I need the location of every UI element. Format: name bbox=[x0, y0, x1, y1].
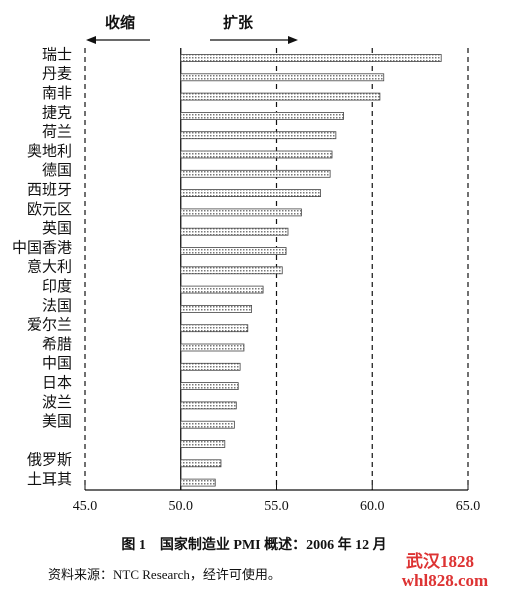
y-tick-label: 德国 bbox=[42, 161, 72, 179]
y-tick-label: 瑞士 bbox=[42, 46, 72, 63]
x-tick-label: 45.0 bbox=[73, 499, 98, 514]
caption: 图 1 国家制造业 PMI 概述：2006 年 12 月 bbox=[121, 536, 386, 553]
y-tick-label: 奥地利 bbox=[27, 143, 72, 160]
annotation: 收缩 bbox=[105, 13, 135, 31]
watermark: 武汉1828 bbox=[406, 551, 474, 571]
y-tick-label: 爱尔兰 bbox=[27, 317, 72, 334]
y-tick-label: 美国 bbox=[42, 413, 72, 430]
y-tick-label: 印度 bbox=[42, 278, 72, 295]
bar bbox=[180, 208, 302, 217]
bar bbox=[180, 247, 287, 255]
bar bbox=[180, 362, 241, 371]
bar bbox=[180, 324, 249, 333]
y-tick-label: 荷兰 bbox=[42, 124, 72, 141]
watermark: whl828.com bbox=[402, 571, 488, 590]
bar bbox=[180, 169, 331, 178]
bar bbox=[180, 343, 245, 352]
bar bbox=[180, 150, 333, 159]
bar bbox=[180, 440, 226, 448]
bar bbox=[180, 382, 239, 391]
y-tick-label: 意大利 bbox=[27, 258, 72, 276]
bar bbox=[180, 189, 321, 198]
bar bbox=[180, 227, 289, 236]
annotation: 扩张 bbox=[223, 13, 254, 31]
y-tick-label: 中国 bbox=[42, 355, 72, 372]
y-tick-label: 西班牙 bbox=[27, 182, 72, 199]
y-tick-label: 法国 bbox=[42, 297, 72, 314]
x-tick-label: 50.0 bbox=[169, 499, 194, 514]
bar bbox=[180, 54, 442, 62]
bar bbox=[180, 92, 381, 101]
source: 资料来源：NTC Research，经许可使用。 bbox=[48, 567, 281, 582]
y-tick-label: 中国香港 bbox=[12, 239, 72, 256]
x-tick-label: 60.0 bbox=[360, 499, 385, 514]
bar bbox=[180, 459, 222, 468]
y-tick-label: 希腊 bbox=[42, 336, 72, 353]
y-tick-label: 土耳其 bbox=[27, 471, 72, 488]
y-tick-label: 日本 bbox=[42, 375, 72, 392]
y-tick-label: 南非 bbox=[42, 85, 72, 102]
bar bbox=[180, 131, 337, 140]
bar bbox=[180, 401, 237, 410]
bar bbox=[180, 478, 216, 487]
y-tick-label: 丹麦 bbox=[42, 66, 72, 83]
bar bbox=[180, 266, 283, 275]
bar bbox=[180, 112, 344, 120]
bar bbox=[180, 285, 264, 294]
y-tick-label: 俄罗斯 bbox=[27, 452, 72, 469]
bar bbox=[180, 73, 385, 82]
y-tick-label: 波兰 bbox=[42, 394, 72, 411]
bar bbox=[180, 304, 253, 313]
arrow-head bbox=[86, 36, 96, 44]
x-tick-label: 65.0 bbox=[456, 499, 481, 514]
y-tick-label: 欧元区 bbox=[27, 201, 72, 218]
bar bbox=[180, 420, 235, 429]
arrow-head bbox=[288, 36, 298, 44]
x-tick-label: 55.0 bbox=[264, 499, 289, 514]
y-tick-label: 英国 bbox=[42, 219, 72, 237]
y-tick-label: 捷克 bbox=[42, 104, 72, 121]
